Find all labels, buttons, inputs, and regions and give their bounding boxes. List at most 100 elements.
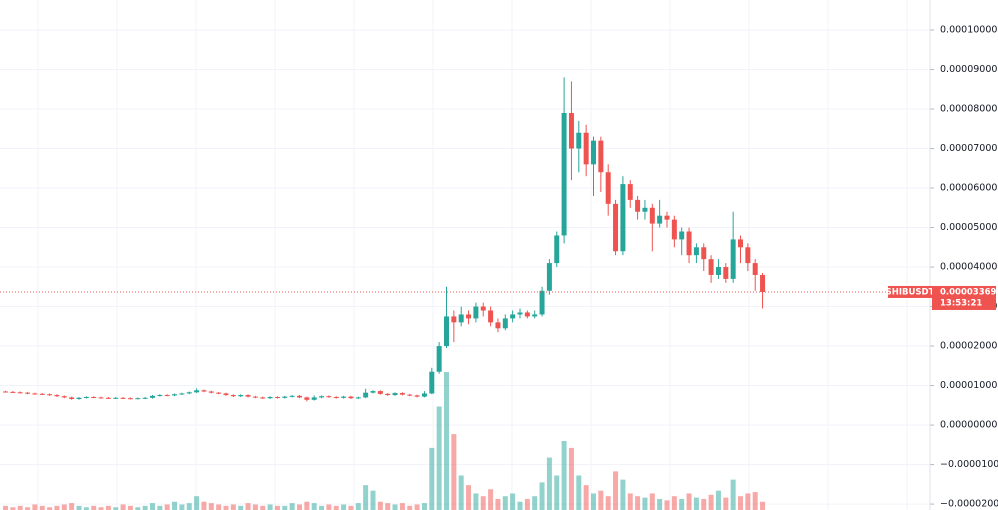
candle-body <box>561 112 567 236</box>
volume-bar <box>105 505 111 510</box>
candle-body <box>289 395 295 397</box>
volume-bar <box>194 496 200 510</box>
volume-bar <box>708 494 714 510</box>
candle-body <box>723 267 729 279</box>
volume-bar <box>715 490 721 510</box>
volume-bar <box>752 492 758 510</box>
volume-bar <box>363 485 369 510</box>
candle-body <box>576 132 582 149</box>
volume-bar <box>377 501 383 510</box>
candle-body <box>686 231 692 256</box>
volume-bar <box>495 498 501 510</box>
candle-body <box>216 392 222 394</box>
volume-bar <box>671 496 677 510</box>
volume-bar <box>186 503 192 510</box>
candle-body <box>730 239 736 279</box>
candle-body <box>135 398 141 400</box>
volume-bar <box>267 504 273 510</box>
candle-body <box>230 395 236 397</box>
last-price-label: 0.00003369 <box>940 287 997 297</box>
symbol-tag <box>888 285 932 298</box>
volume-bar <box>208 503 214 510</box>
candle-body <box>642 207 648 212</box>
candle-body <box>451 316 457 323</box>
volume-bar <box>399 503 405 510</box>
volume-bar <box>554 475 560 510</box>
volume-bar <box>311 503 317 510</box>
volume-bar <box>473 493 479 510</box>
volume-bar <box>444 372 449 510</box>
candle-body <box>179 393 185 395</box>
volume-bar <box>414 504 420 510</box>
candle-body <box>385 393 391 396</box>
volume-bar <box>502 496 508 510</box>
volume-bar <box>488 489 494 510</box>
candle-body <box>591 140 596 165</box>
candle-body <box>495 322 501 329</box>
y-tick-label: 0.00002000 <box>940 341 997 352</box>
candle-body <box>627 184 633 200</box>
volume-bar <box>392 504 398 510</box>
candle-body <box>392 393 398 396</box>
candle-body <box>142 397 148 399</box>
volume-bar <box>760 501 766 510</box>
volume-bar <box>605 496 611 510</box>
y-tick-label: 0.00001000 <box>940 380 997 391</box>
candle-body <box>546 263 552 291</box>
volume-bar <box>289 503 295 510</box>
candle-body <box>297 395 302 398</box>
candle-body <box>436 346 442 372</box>
symbol-label: SHIBUSDT <box>886 287 935 297</box>
volume-bar <box>69 503 75 510</box>
volume-bar <box>47 507 53 510</box>
volume-bar <box>598 490 604 510</box>
volume-bar <box>113 507 119 510</box>
candle-body <box>745 247 751 264</box>
volume-bar <box>260 505 266 510</box>
volume-bar <box>657 498 663 510</box>
candle-body <box>429 371 435 394</box>
candle-body <box>25 392 31 394</box>
candle-body <box>407 394 413 396</box>
volume-bar <box>120 504 126 510</box>
y-tick-label: 0.00004000 <box>940 262 997 273</box>
candle-body <box>502 318 508 329</box>
candle-body <box>172 394 178 396</box>
candle-body <box>238 395 244 397</box>
candle-body <box>319 396 325 398</box>
candle-body <box>98 397 104 399</box>
volume-bar <box>3 505 8 510</box>
y-tick-label: 0.00005000 <box>940 222 997 233</box>
volume-bar <box>436 406 442 510</box>
volume-bar <box>135 507 141 510</box>
candle-body <box>715 267 721 275</box>
candle-body <box>194 390 200 393</box>
candle-body <box>752 263 758 275</box>
candle-body <box>127 398 133 400</box>
y-tick-label: 0.00010000 <box>940 25 997 36</box>
candle-body <box>355 397 361 399</box>
candle-body <box>598 140 604 173</box>
candle-body <box>480 306 486 311</box>
volume-bar <box>568 447 574 510</box>
candle-body <box>348 396 354 399</box>
volume-bar <box>458 475 464 510</box>
volume-bar <box>252 504 258 510</box>
candle-body <box>370 391 376 393</box>
volume-bar <box>451 434 457 510</box>
candle-body <box>245 395 251 397</box>
candle-body <box>620 184 626 252</box>
volume-bar <box>407 505 413 510</box>
volume-bar <box>466 485 472 510</box>
candle-body <box>671 219 677 240</box>
volume-bar <box>32 504 38 510</box>
candle-body <box>120 397 126 399</box>
candle-body <box>635 199 641 212</box>
price-tag <box>932 285 996 310</box>
volume-bar <box>686 493 692 510</box>
volume-bar <box>693 497 699 510</box>
candle-body <box>583 132 589 165</box>
volume-bar <box>510 493 516 510</box>
volume-bar <box>326 504 332 510</box>
candle-body <box>473 306 479 319</box>
